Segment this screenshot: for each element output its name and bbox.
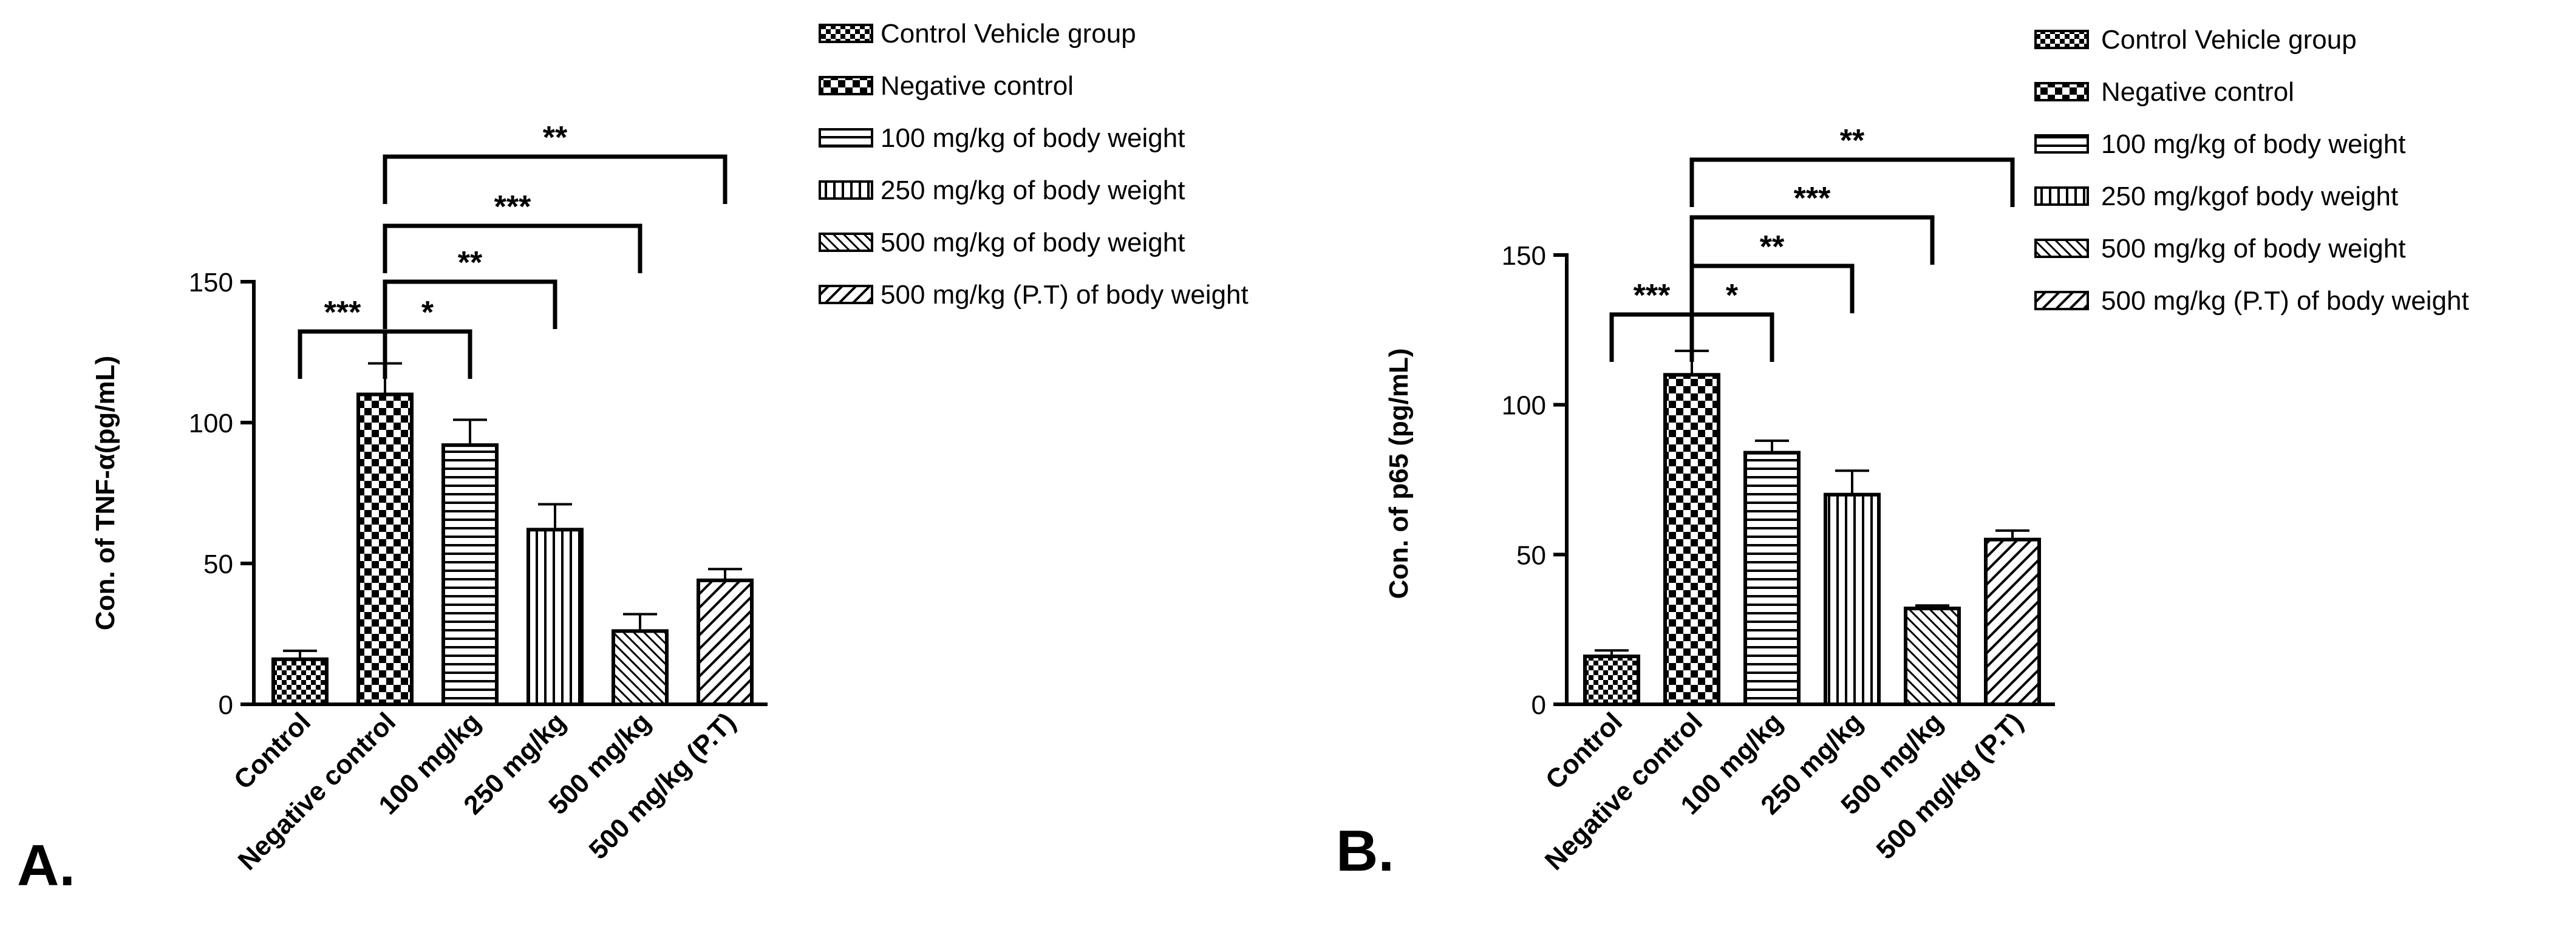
legend-swatch [2034, 291, 2089, 310]
legend-label: 250 mg/kg of body weight [881, 175, 1185, 205]
panel-label-b: B. [1336, 818, 1394, 883]
significance-label: ** [458, 245, 483, 281]
significance-label: ** [1840, 123, 1865, 158]
bar [271, 657, 329, 707]
legend-label: Negative control [881, 71, 1074, 101]
significance-label: * [421, 295, 434, 330]
significance-bracket [1609, 312, 1694, 362]
y-axis-label: Con. of TNF-α(pg/mL) [90, 356, 120, 630]
significance-bracket [383, 154, 727, 204]
legend-swatch [819, 233, 873, 252]
panel-label-a: A. [17, 833, 75, 898]
bar [441, 443, 499, 706]
legend-swatch [819, 180, 873, 200]
legend-label: 500 mg/kg (P.T) of body weight [2101, 286, 2469, 316]
bar [1824, 492, 1881, 707]
bar [1583, 655, 1640, 706]
bar [526, 528, 584, 706]
legend-swatch [2034, 239, 2089, 258]
legend-swatch [819, 128, 873, 148]
legend-swatch [819, 285, 873, 304]
y-tick-label: 50 [1516, 540, 1546, 570]
category-label: 500 mg/kg (P.T) [1870, 707, 2029, 865]
legend-swatch [2034, 30, 2089, 49]
y-tick-label: 100 [1502, 391, 1546, 421]
y-tick-label: 150 [1502, 241, 1546, 271]
legend-label: 100 mg/kg of body weight [881, 123, 1185, 153]
legend-label: 500 mg/kg of body weight [881, 228, 1185, 257]
significance-bracket [1689, 312, 1774, 362]
significance-bracket [1689, 157, 2015, 207]
significance-label: *** [1634, 278, 1671, 313]
legend-label: 100 mg/kg of body weight [2101, 129, 2405, 159]
category-label: Control [228, 707, 316, 795]
legend-swatch [2034, 134, 2089, 154]
significance-bracket [383, 329, 472, 379]
bar [1743, 451, 1801, 706]
legend-label: 500 mg/kg (P.T) of body weight [881, 280, 1249, 310]
category-label: 500 mg/kg (P.T) [583, 707, 741, 865]
significance-label: *** [494, 189, 531, 225]
legend-swatch [2034, 186, 2089, 206]
legend-swatch [2034, 82, 2089, 101]
category-label: Negative control [233, 707, 401, 876]
y-tick-label: 0 [1532, 690, 1546, 720]
legend-label: Control Vehicle group [2101, 25, 2357, 55]
significance-label: *** [324, 295, 361, 330]
y-tick-label: 150 [189, 268, 233, 298]
y-tick-label: 50 [203, 549, 233, 579]
significance-bracket [1689, 264, 1855, 313]
y-axis-label: Con. of p65 (pg/mL) [1384, 348, 1414, 599]
significance-label: ** [1760, 230, 1785, 265]
significance-bracket [383, 223, 642, 273]
bar [612, 629, 669, 706]
legend-label: Control Vehicle group [881, 19, 1136, 49]
significance-label: *** [1794, 181, 1831, 216]
y-tick-label: 0 [219, 690, 233, 720]
legend-swatch [819, 76, 873, 95]
legend-label: 500 mg/kg of body weight [2101, 234, 2405, 264]
significance-bracket [383, 279, 557, 329]
bar [697, 578, 754, 707]
legend-label: Negative control [2101, 77, 2294, 107]
significance-label: ** [543, 120, 568, 155]
bar [356, 392, 414, 706]
significance-bracket [1689, 215, 1935, 265]
bar [1984, 537, 2041, 707]
legend-swatch [819, 24, 873, 43]
significance-label: * [1726, 278, 1739, 313]
legend-label: 250 mg/kgof body weight [2101, 182, 2398, 211]
y-tick-label: 100 [189, 409, 233, 438]
significance-bracket [298, 329, 387, 379]
bar [1904, 607, 1961, 707]
bar [1663, 373, 1720, 706]
